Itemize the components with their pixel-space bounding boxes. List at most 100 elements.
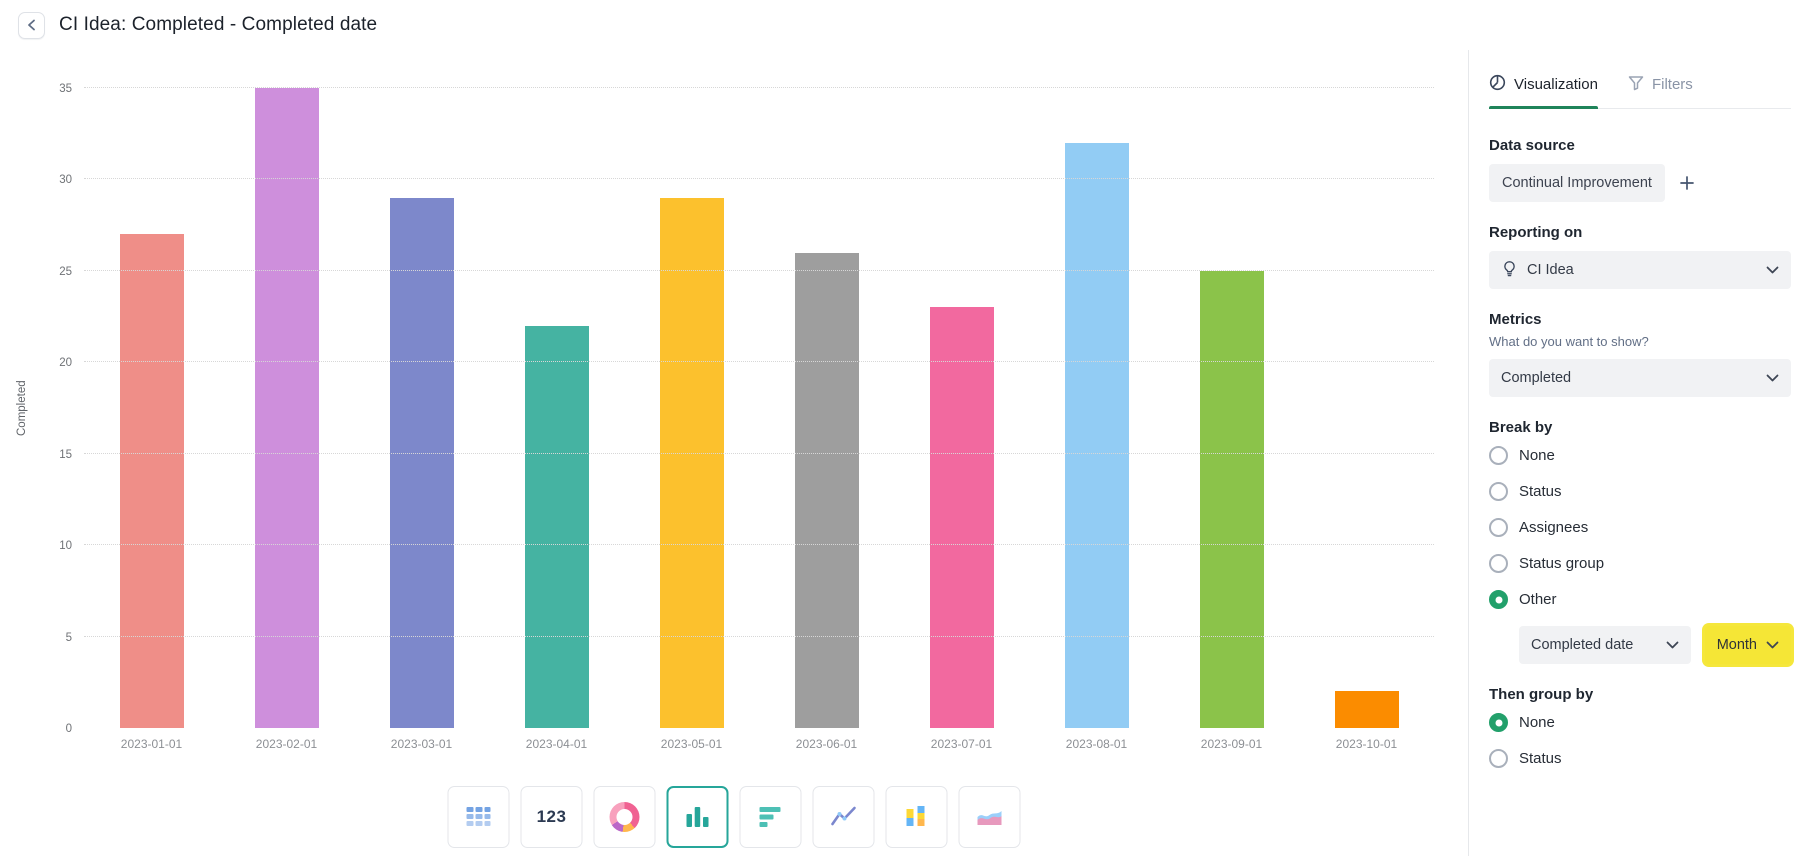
y-axis-title: Completed <box>16 380 28 436</box>
pie-chart-icon <box>1489 74 1506 95</box>
chevron-down-icon <box>1766 641 1779 649</box>
settings-sidebar: Visualization Filters Data source Contin… <box>1468 50 1817 856</box>
break-by-option-status-group[interactable]: Status group <box>1489 554 1791 573</box>
y-tick-label: 20 <box>59 357 72 370</box>
break-by-option-none[interactable]: None <box>1489 446 1791 465</box>
radio-label: Other <box>1519 591 1557 608</box>
add-data-source-button[interactable] <box>1679 175 1695 191</box>
bar-slot: 2023-03-01 <box>354 88 489 751</box>
bar-2023-08-01[interactable] <box>1064 142 1129 728</box>
data-source-label: Data source <box>1489 137 1575 154</box>
bar-2023-03-01[interactable] <box>389 197 454 728</box>
tab-label: Visualization <box>1514 76 1598 93</box>
bar-slot: 2023-04-01 <box>489 88 624 751</box>
radio-label: None <box>1519 714 1555 731</box>
bar-slot: 2023-06-01 <box>759 88 894 751</box>
chart-type-column-button[interactable] <box>666 786 729 848</box>
y-tick-label: 15 <box>59 448 72 461</box>
then-group-by-label: Then group by <box>1489 686 1594 703</box>
lightbulb-icon <box>1501 260 1518 281</box>
radio-label: None <box>1519 447 1555 464</box>
radio-label: Status <box>1519 750 1562 767</box>
y-tick-label: 30 <box>59 174 72 187</box>
chart-type-donut-button[interactable] <box>593 786 656 848</box>
x-tick-label: 2023-01-01 <box>120 737 183 751</box>
plot-area: 2023-01-01 2023-02-01 2023-03-01 2023-04-01… <box>59 83 1434 751</box>
radio-selected-icon <box>1489 590 1508 609</box>
bar-2023-04-01[interactable] <box>524 325 589 728</box>
radio-icon <box>1489 446 1508 465</box>
filter-icon <box>1628 75 1644 95</box>
bar-2023-06-01[interactable] <box>794 252 859 728</box>
number-icon: 123 <box>536 807 567 826</box>
chart-type-toolbar: 123 <box>447 786 1021 848</box>
reporting-on-label: Reporting on <box>1489 224 1583 241</box>
break-by-option-assignees[interactable]: Assignees <box>1489 518 1791 537</box>
chart-type-bar-button[interactable] <box>739 786 802 848</box>
metrics-value: Completed <box>1501 370 1572 386</box>
back-button[interactable] <box>18 11 45 39</box>
table-icon <box>466 807 491 826</box>
page-header: CI Idea: Completed - Completed date <box>0 0 1817 50</box>
x-tick-label: 2023-07-01 <box>930 737 993 751</box>
tab-filters[interactable]: Filters <box>1628 74 1693 108</box>
break-by-field-select[interactable]: Completed date <box>1519 626 1691 664</box>
radio-label: Assignees <box>1519 519 1589 536</box>
chart-area: Completed 2023-01-01 2023-02-01 2023-03-01… <box>0 50 1468 856</box>
data-source-row: Continual Improvement <box>1489 164 1791 202</box>
gridline <box>84 178 1434 180</box>
y-tick-label: 0 <box>65 723 72 735</box>
break-by-label: Break by <box>1489 419 1553 436</box>
then-group-by-option-none[interactable]: None <box>1489 713 1791 732</box>
tab-visualization[interactable]: Visualization <box>1489 74 1598 109</box>
then-group-by-options: None Status <box>1489 713 1791 768</box>
area-chart-icon <box>977 811 1002 825</box>
stacked-column-icon <box>906 806 925 826</box>
chart-type-line-button[interactable] <box>812 786 875 848</box>
chart-type-table-button[interactable] <box>447 786 510 848</box>
radio-selected-icon <box>1489 713 1508 732</box>
bar-2023-01-01[interactable] <box>119 234 184 728</box>
break-by-options: None Status Assignees Status group Other <box>1489 446 1791 609</box>
bar-2023-05-01[interactable] <box>659 197 724 728</box>
bar-2023-10-01[interactable] <box>1334 691 1399 728</box>
chart-type-number-button[interactable]: 123 <box>520 786 583 848</box>
data-source-chip[interactable]: Continual Improvement <box>1489 164 1665 202</box>
then-group-by-option-status[interactable]: Status <box>1489 749 1791 768</box>
x-tick-label: 2023-03-01 <box>390 737 453 751</box>
bar-slot: 2023-01-01 <box>84 88 219 751</box>
bar-slot: 2023-10-01 <box>1299 88 1434 751</box>
chart-type-area-button[interactable] <box>958 786 1021 848</box>
y-tick-label: 25 <box>59 265 72 278</box>
gridline <box>84 544 1434 546</box>
chevron-left-icon <box>28 19 35 31</box>
chart-type-stacked-column-button[interactable] <box>885 786 948 848</box>
x-tick-label: 2023-08-01 <box>1065 737 1128 751</box>
reporting-on-value: CI Idea <box>1527 262 1574 278</box>
break-by-granularity-value: Month <box>1716 637 1757 653</box>
bar-2023-09-01[interactable] <box>1199 270 1264 728</box>
bar-2023-07-01[interactable] <box>929 307 994 728</box>
bar-2023-02-01[interactable] <box>254 88 319 728</box>
break-by-other-row: Completed date Month <box>1519 626 1791 664</box>
y-tick-label: 35 <box>59 83 72 95</box>
reporting-on-select[interactable]: CI Idea <box>1489 251 1791 289</box>
x-tick-label: 2023-10-01 <box>1335 737 1398 751</box>
metrics-select[interactable]: Completed <box>1489 359 1791 397</box>
bar-slot: 2023-08-01 <box>1029 88 1164 751</box>
break-by-field-value: Completed date <box>1531 637 1634 653</box>
x-tick-label: 2023-04-01 <box>525 737 588 751</box>
x-tick-label: 2023-05-01 <box>660 737 723 751</box>
metrics-hint: What do you want to show? <box>1489 334 1649 349</box>
y-tick-label: 10 <box>59 540 72 553</box>
x-tick-label: 2023-02-01 <box>255 737 318 751</box>
bar-slot: 2023-07-01 <box>894 88 1029 751</box>
bars: 2023-01-01 2023-02-01 2023-03-01 2023-04-01… <box>84 88 1434 751</box>
gridline <box>84 361 1434 363</box>
break-by-granularity-select[interactable]: Month <box>1704 626 1791 664</box>
bar-slot: 2023-02-01 <box>219 88 354 751</box>
column-chart-icon <box>686 807 709 827</box>
break-by-option-status[interactable]: Status <box>1489 482 1791 501</box>
break-by-option-other[interactable]: Other <box>1489 590 1791 609</box>
metrics-label: Metrics <box>1489 311 1542 328</box>
